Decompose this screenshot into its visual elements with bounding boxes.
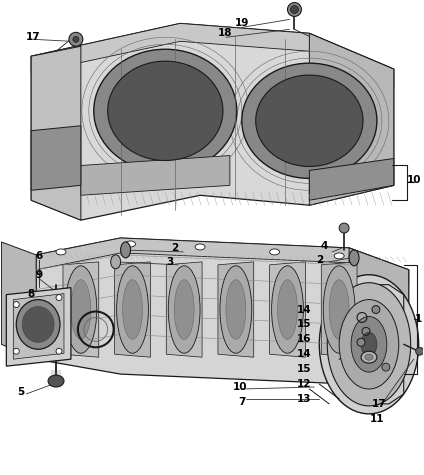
Text: 14: 14 bbox=[297, 304, 312, 314]
Polygon shape bbox=[31, 23, 394, 86]
Ellipse shape bbox=[69, 32, 83, 46]
Ellipse shape bbox=[13, 302, 19, 307]
Ellipse shape bbox=[339, 300, 399, 389]
Polygon shape bbox=[6, 288, 71, 366]
Polygon shape bbox=[81, 155, 230, 195]
Ellipse shape bbox=[56, 348, 62, 354]
Ellipse shape bbox=[226, 280, 246, 339]
Text: 5: 5 bbox=[18, 387, 25, 397]
Polygon shape bbox=[31, 23, 394, 220]
Text: 2: 2 bbox=[315, 255, 323, 265]
Ellipse shape bbox=[56, 249, 66, 255]
Ellipse shape bbox=[13, 348, 19, 354]
Ellipse shape bbox=[416, 347, 424, 355]
Ellipse shape bbox=[327, 283, 411, 406]
Ellipse shape bbox=[117, 266, 148, 353]
Text: 12: 12 bbox=[297, 379, 312, 389]
Ellipse shape bbox=[357, 338, 365, 346]
Ellipse shape bbox=[319, 275, 418, 414]
Ellipse shape bbox=[323, 266, 355, 353]
Text: 11: 11 bbox=[370, 414, 384, 424]
Ellipse shape bbox=[349, 250, 359, 266]
Ellipse shape bbox=[270, 249, 279, 255]
Ellipse shape bbox=[22, 306, 54, 342]
Polygon shape bbox=[1, 242, 36, 359]
Ellipse shape bbox=[365, 354, 373, 360]
Polygon shape bbox=[114, 262, 151, 357]
Text: 10: 10 bbox=[233, 382, 247, 392]
Text: 7: 7 bbox=[238, 397, 245, 407]
Ellipse shape bbox=[278, 280, 298, 339]
Ellipse shape bbox=[287, 2, 301, 17]
Text: 13: 13 bbox=[297, 394, 312, 404]
Text: 4: 4 bbox=[321, 241, 328, 251]
Polygon shape bbox=[349, 248, 409, 384]
Ellipse shape bbox=[126, 241, 136, 247]
Ellipse shape bbox=[290, 6, 298, 13]
Ellipse shape bbox=[220, 266, 252, 353]
Text: 8: 8 bbox=[28, 289, 35, 299]
Text: 17: 17 bbox=[371, 399, 386, 409]
Text: 10: 10 bbox=[407, 175, 421, 185]
Ellipse shape bbox=[272, 266, 304, 353]
Text: 15: 15 bbox=[297, 319, 312, 330]
Ellipse shape bbox=[382, 363, 390, 371]
Polygon shape bbox=[31, 126, 81, 190]
Ellipse shape bbox=[339, 223, 349, 233]
Ellipse shape bbox=[16, 300, 60, 349]
Ellipse shape bbox=[174, 280, 194, 339]
Ellipse shape bbox=[242, 63, 377, 179]
Ellipse shape bbox=[361, 351, 377, 363]
Ellipse shape bbox=[329, 280, 349, 339]
Text: 17: 17 bbox=[26, 32, 40, 42]
Polygon shape bbox=[13, 294, 64, 359]
Ellipse shape bbox=[108, 61, 223, 161]
Ellipse shape bbox=[65, 266, 97, 353]
Polygon shape bbox=[166, 262, 202, 357]
Ellipse shape bbox=[256, 75, 363, 166]
Polygon shape bbox=[63, 262, 99, 357]
Text: 6: 6 bbox=[36, 251, 43, 261]
Text: 16: 16 bbox=[297, 334, 312, 344]
Polygon shape bbox=[31, 46, 81, 220]
Ellipse shape bbox=[73, 36, 79, 42]
Polygon shape bbox=[310, 159, 394, 200]
Ellipse shape bbox=[120, 242, 131, 258]
Ellipse shape bbox=[111, 255, 120, 269]
Text: 15: 15 bbox=[297, 364, 312, 374]
Polygon shape bbox=[270, 262, 305, 357]
Polygon shape bbox=[321, 262, 357, 357]
Text: 19: 19 bbox=[234, 19, 249, 28]
Text: 3: 3 bbox=[167, 257, 174, 267]
Ellipse shape bbox=[94, 49, 237, 172]
Text: 2: 2 bbox=[172, 243, 179, 253]
Ellipse shape bbox=[334, 253, 344, 259]
Polygon shape bbox=[36, 238, 409, 285]
Ellipse shape bbox=[372, 305, 380, 314]
Text: 9: 9 bbox=[36, 270, 43, 280]
Ellipse shape bbox=[195, 244, 205, 250]
Polygon shape bbox=[218, 262, 254, 357]
Ellipse shape bbox=[123, 280, 142, 339]
Ellipse shape bbox=[361, 332, 377, 356]
Polygon shape bbox=[310, 33, 394, 205]
Text: 14: 14 bbox=[297, 349, 312, 359]
Ellipse shape bbox=[71, 280, 91, 339]
Polygon shape bbox=[36, 238, 409, 384]
Text: 18: 18 bbox=[218, 28, 232, 38]
Text: 1: 1 bbox=[415, 314, 422, 324]
Ellipse shape bbox=[48, 375, 64, 387]
Ellipse shape bbox=[351, 316, 387, 372]
Ellipse shape bbox=[56, 294, 62, 301]
Ellipse shape bbox=[168, 266, 200, 353]
